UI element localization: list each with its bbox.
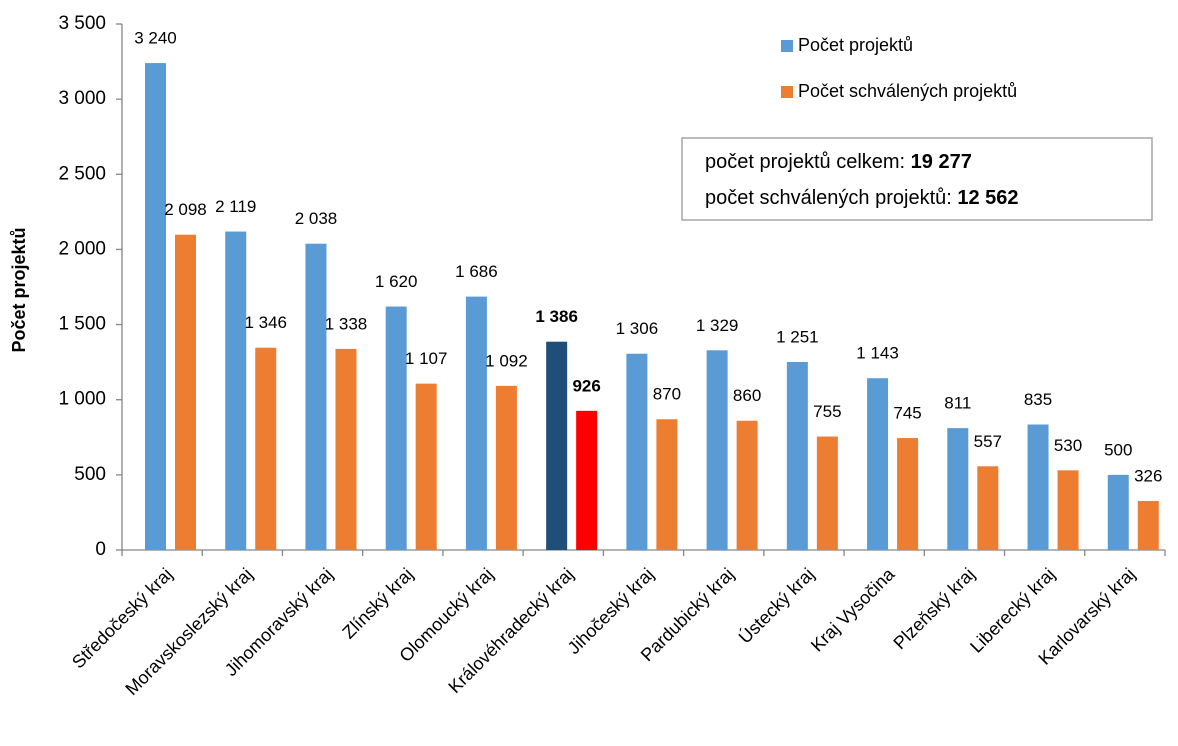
data-label: 860 [733,386,761,405]
y-tick-label: 2 500 [58,163,106,184]
bar [415,383,437,550]
data-label: 811 [944,394,971,413]
data-label: 1 306 [616,319,659,338]
bar [255,347,277,550]
annotation: počet projektů celkem: 19 277 [705,151,972,173]
bar [1027,424,1049,550]
bar [145,63,166,551]
bar [736,420,758,550]
data-label: 2 098 [164,200,207,219]
data-label: 1 346 [244,313,287,332]
data-label: 835 [1024,390,1052,409]
x-tick-label: Plzeňský kraj [889,564,978,653]
bar [495,385,517,550]
legend-swatch [781,86,793,98]
data-label: 1 338 [325,314,368,333]
data-label: 1 620 [375,272,418,291]
data-label: 1 686 [455,262,498,281]
data-label: 1 143 [856,344,899,363]
data-label: 2 038 [295,209,338,228]
bar [305,243,327,550]
data-label: 1 386 [535,307,578,326]
bar [977,466,999,550]
data-label: 745 [893,404,921,423]
annotation-value: 19 277 [911,151,972,173]
y-axis-label: Počet projektů [9,227,29,352]
data-label: 2 119 [215,197,256,216]
data-label: 1 092 [485,351,528,370]
bar [786,361,808,550]
data-label: 1 329 [696,316,739,335]
data-label: 500 [1104,440,1132,459]
bar [225,231,247,551]
bar [1057,470,1079,550]
bar [626,353,648,550]
annotation-text: počet projektů celkem: [705,151,905,173]
annotation-text: počet schválených projektů: [705,187,952,209]
bar [546,341,568,550]
bar [706,350,728,550]
bar [947,428,969,550]
x-tick-label: Ústecký kraj [734,563,818,647]
summary-box [681,137,1153,221]
data-label: 926 [572,376,600,395]
y-tick-label: 500 [74,464,106,485]
bar [335,348,357,550]
annotation: počet schválených projektů: 12 562 [705,187,1019,209]
bar [816,436,838,550]
bar [385,306,407,550]
y-tick-label: 3 000 [58,88,106,109]
data-label: 3 240 [134,29,177,48]
data-label: 1 107 [405,349,448,368]
bar [1107,474,1129,550]
y-tick-label: 2 000 [58,238,106,259]
y-tick-label: 1 500 [58,314,106,335]
data-label: 1 251 [776,327,819,346]
bar [656,419,678,550]
y-tick-label: 1 000 [58,389,106,410]
bar [897,438,919,550]
data-label: 326 [1134,466,1162,485]
bar [175,234,196,551]
x-tick-label: Zlínský kraj [338,564,416,642]
y-tick-label: 0 [95,539,106,560]
y-tick-label: 3 500 [58,13,106,34]
data-label: 530 [1054,436,1082,455]
annotation-value: 12 562 [957,187,1018,209]
bar [867,378,889,550]
x-tick-label: Kraj Vysočina [807,563,899,655]
bar [1137,501,1159,550]
bar [465,296,487,550]
legend-label: Počet projektů [798,35,913,55]
data-label: 870 [653,385,681,404]
legend-label: Počet schválených projektů [798,81,1017,101]
data-label: 557 [974,432,1002,451]
data-label: 755 [813,402,841,421]
bar [576,410,598,550]
legend-swatch [781,40,793,52]
